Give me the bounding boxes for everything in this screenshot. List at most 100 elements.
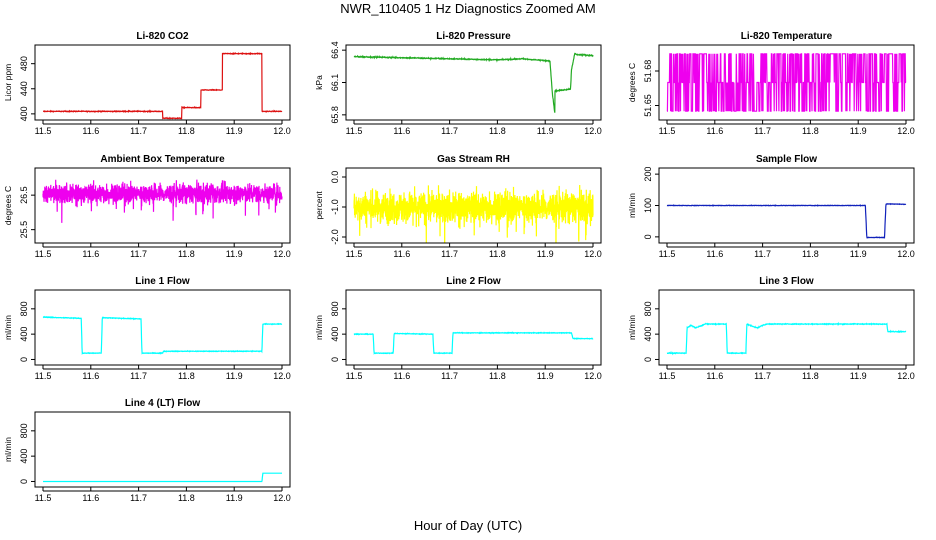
x-tick-label: 11.5 (35, 493, 52, 503)
y-tick-label: 800 (19, 423, 29, 438)
panel-title: Sample Flow (756, 154, 817, 165)
panel-title: Li-820 Pressure (436, 31, 511, 42)
y-tick-label: 800 (643, 301, 653, 316)
y-tick-label: 0 (643, 357, 653, 362)
x-tick-label: 12.0 (897, 249, 915, 259)
x-tick-label: 11.8 (802, 371, 819, 381)
panel-9: Line 4 (LT) Flow ml/min 11.5 11.6 11.7 11.8 11… (3, 398, 291, 503)
panel-title: Li-820 Temperature (741, 31, 833, 42)
panel-5: Sample Flow ml/min 11.5 11.6 11.7 11.8 11.9 12.… (627, 154, 915, 259)
x-tick-label: 11.9 (226, 126, 243, 136)
panel-3: Ambient Box Temperature degrees C 11.5 11.6… (3, 154, 291, 259)
series-group (666, 321, 907, 356)
x-tick-label: 11.5 (35, 126, 52, 136)
x-tick-label: 11.7 (130, 249, 147, 259)
x-tick-label: 12.0 (584, 126, 602, 136)
panel-title: Ambient Box Temperature (100, 154, 225, 165)
x-tick-label: 12.0 (584, 249, 602, 259)
series-line-sample-flow (666, 202, 907, 239)
y-axis-label: kPa (314, 75, 324, 90)
series-line-pressure (353, 52, 594, 113)
series-line-line-1 (42, 315, 283, 355)
x-tick-label: 11.7 (441, 126, 458, 136)
x-tick-label: 12.0 (273, 371, 291, 381)
series-group (353, 184, 594, 243)
x-tick-label: 11.8 (178, 493, 195, 503)
x-tick-label: 11.5 (659, 126, 676, 136)
x-tick-label: 11.5 (35, 249, 52, 259)
x-tick-label: 11.6 (706, 371, 723, 381)
y-tick-label: 440 (19, 81, 29, 96)
plot-frame (34, 411, 291, 488)
panel-title: Line 2 Flow (446, 276, 501, 287)
x-tick-label: 12.0 (897, 371, 915, 381)
panel-title: Line 3 Flow (759, 276, 814, 287)
series-line-rh (353, 184, 594, 243)
x-tick-label: 12.0 (897, 126, 915, 136)
panel-2: Li-820 Temperature degrees C 11.5 11.6 11.7 1… (627, 31, 915, 136)
y-tick-label: 400 (643, 327, 653, 342)
x-tick-label: 11.6 (706, 126, 723, 136)
y-tick-label: 0 (643, 234, 653, 239)
x-tick-label: 11.5 (659, 249, 676, 259)
series-group (666, 202, 907, 239)
series-line-temperature (666, 53, 907, 112)
series-line-line-3 (666, 321, 907, 356)
x-tick-label: 11.9 (537, 371, 554, 381)
panel-title: Line 4 (LT) Flow (125, 398, 201, 409)
panel-4: Gas Stream RH percent 11.5 11.6 11.7 11.8 11.9… (314, 154, 602, 259)
x-tick-label: 11.7 (754, 249, 771, 259)
y-axis-label: ml/min (3, 437, 13, 462)
panel-0: Li-820 CO2 Licor ppm 11.5 11.6 11.7 11.8 11.9 1… (3, 31, 291, 136)
panel-title: Gas Stream RH (437, 154, 510, 165)
y-axis-label: Licor ppm (3, 64, 13, 101)
y-axis-label: degrees C (627, 63, 637, 102)
x-tick-label: 11.5 (346, 249, 363, 259)
y-tick-label: 400 (19, 327, 29, 342)
y-tick-label: 66.1 (330, 74, 340, 92)
y-tick-label: 0 (19, 357, 29, 362)
plot-frame (34, 289, 291, 366)
x-tick-label: 11.9 (537, 249, 554, 259)
panel-title: Li-820 CO2 (136, 31, 189, 42)
plot-frame (345, 167, 602, 244)
x-tick-label: 12.0 (273, 126, 291, 136)
y-tick-label: 400 (19, 106, 29, 121)
series-group (353, 331, 594, 355)
series-group (43, 51, 283, 120)
x-tick-label: 11.9 (226, 493, 243, 503)
x-tick-label: 11.8 (802, 126, 819, 136)
y-tick-label: 0 (19, 479, 29, 484)
series-group (42, 179, 283, 223)
x-tick-label: 11.8 (489, 126, 506, 136)
x-tick-label: 11.6 (82, 371, 99, 381)
y-tick-label: 800 (19, 301, 29, 316)
plot-frame (658, 44, 915, 121)
y-tick-label: 51.68 (643, 60, 653, 83)
y-tick-label: -1.0 (330, 199, 340, 215)
panel-7: Line 2 Flow ml/min 11.5 11.6 11.7 11.8 11.9 12.… (314, 276, 602, 381)
plot-frame (658, 289, 915, 366)
x-tick-label: 11.5 (346, 126, 363, 136)
x-tick-label: 11.6 (82, 493, 99, 503)
y-axis-label: ml/min (3, 315, 13, 340)
y-tick-label: 400 (19, 449, 29, 464)
x-tick-label: 11.6 (393, 126, 410, 136)
x-tick-label: 11.7 (441, 249, 458, 259)
x-tick-label: 11.7 (130, 126, 147, 136)
y-axis-label: degrees C (3, 186, 13, 225)
x-tick-label: 12.0 (584, 371, 602, 381)
series-group (353, 52, 594, 113)
series-line-box-temperature (42, 179, 283, 223)
y-tick-label: 800 (330, 301, 340, 316)
x-tick-label: 11.9 (850, 126, 867, 136)
series-line-line-2 (353, 331, 594, 355)
y-axis-label: ml/min (627, 315, 637, 340)
x-tick-label: 11.5 (659, 371, 676, 381)
x-tick-label: 11.9 (226, 371, 243, 381)
x-tick-label: 12.0 (273, 249, 291, 259)
x-tick-label: 11.9 (850, 371, 867, 381)
y-tick-label: 200 (643, 167, 653, 182)
x-tick-label: 11.6 (393, 371, 410, 381)
